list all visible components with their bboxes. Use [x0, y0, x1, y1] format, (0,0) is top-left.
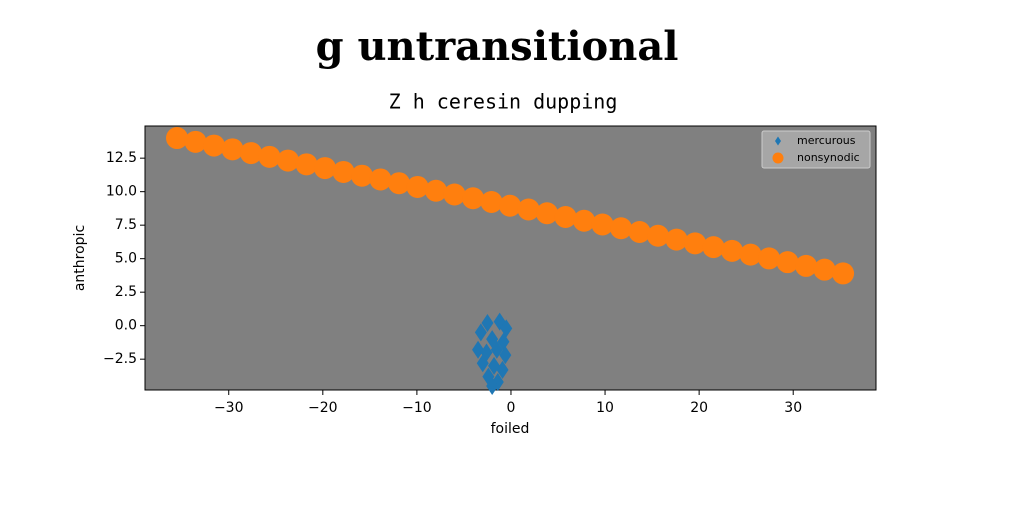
legend-label: mercurous — [797, 134, 856, 147]
x-axis-label: foiled — [491, 421, 530, 437]
circle-marker — [480, 190, 503, 213]
circle-marker — [406, 175, 429, 198]
circle-marker — [832, 262, 855, 285]
circle-marker — [277, 149, 300, 172]
circle-marker — [628, 221, 651, 244]
y-tick-label: 0.0 — [115, 318, 137, 334]
circle-marker — [443, 183, 466, 206]
diamond-marker — [472, 340, 485, 359]
circle-marker — [332, 160, 355, 183]
diamond-marker — [500, 319, 513, 338]
legend: mercurous nonsynodic — [761, 130, 871, 169]
circle-marker — [351, 164, 374, 187]
circle-marker — [758, 247, 781, 270]
diamond-marker — [486, 376, 499, 395]
diamond-marker — [476, 354, 489, 373]
circle-marker — [221, 138, 244, 161]
y-tick-label: 12.5 — [106, 150, 137, 166]
diamond-marker — [496, 360, 509, 379]
x-tick-label: −20 — [308, 400, 338, 416]
circle-marker — [388, 172, 411, 195]
circle-marker — [647, 224, 670, 247]
circle-marker — [424, 179, 447, 202]
chart-subtitle: Z h ceresin dupping — [389, 90, 618, 114]
x-tick-label: 0 — [507, 400, 516, 416]
circle-marker — [702, 236, 725, 259]
circle-marker — [721, 239, 744, 262]
y-tick-label: 5.0 — [115, 251, 137, 267]
legend-box — [761, 130, 871, 169]
x-tick-label: −30 — [214, 400, 244, 416]
x-tick-label: 10 — [596, 400, 614, 416]
y-tick-label: 2.5 — [115, 284, 137, 300]
diamond-marker — [499, 346, 512, 365]
x-tick-label: 20 — [690, 400, 708, 416]
diamond-marker — [481, 313, 494, 332]
circle-marker — [591, 213, 614, 236]
circle-marker — [202, 134, 225, 157]
circle-marker — [573, 209, 596, 232]
circle-marker — [813, 258, 836, 281]
circle-marker — [536, 202, 559, 225]
circle-marker — [795, 254, 818, 277]
chart-title: g untransitional — [316, 23, 679, 70]
circle-marker — [517, 198, 540, 221]
circle-marker — [240, 142, 263, 165]
circle-marker — [776, 251, 799, 274]
y-axis-label: anthropic — [72, 225, 88, 291]
y-tick-label: 7.5 — [115, 217, 137, 233]
circle-marker — [665, 228, 688, 251]
circle-marker — [610, 217, 633, 240]
y-tick-label: 10.0 — [106, 184, 137, 200]
circle-marker — [772, 152, 784, 164]
circle-marker — [369, 168, 392, 191]
circle-marker — [258, 145, 281, 168]
circle-marker — [462, 187, 485, 210]
circle-marker — [684, 232, 707, 255]
circle-marker — [184, 130, 207, 153]
circle-marker — [165, 127, 188, 150]
circle-marker — [313, 157, 336, 180]
y-tick-label: −2.5 — [103, 351, 137, 367]
diamond-marker — [775, 136, 781, 146]
x-tick-label: −10 — [402, 400, 432, 416]
series — [472, 312, 513, 395]
circle-marker — [295, 153, 318, 176]
series — [165, 127, 855, 285]
diamond-marker — [474, 323, 487, 342]
legend-label: nonsynodic — [797, 151, 860, 164]
circle-marker — [739, 243, 762, 266]
circle-marker — [499, 194, 522, 217]
x-tick-label: 30 — [784, 400, 802, 416]
diamond-marker — [490, 340, 503, 359]
circle-marker — [554, 205, 577, 228]
